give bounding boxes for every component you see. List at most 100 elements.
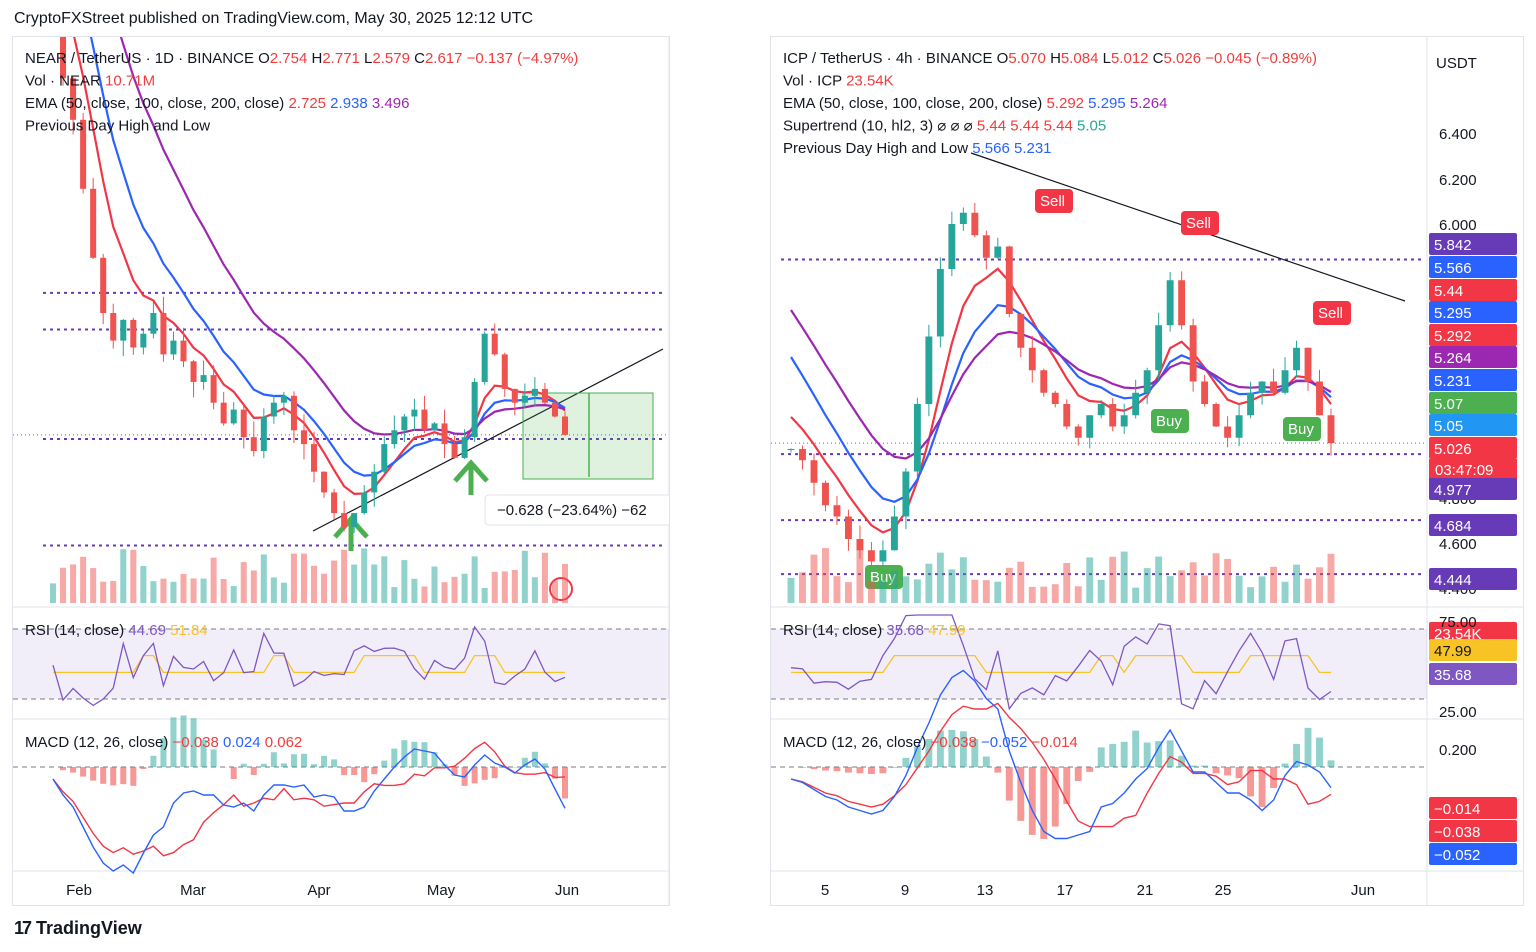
candle [521, 383, 528, 409]
macd-histogram-bar [1224, 767, 1232, 776]
legend-line-0: ICP / TetherUS · 4h · BINANCE O5.070 H5.… [783, 50, 1317, 67]
candle [1201, 374, 1209, 407]
candle [361, 485, 368, 515]
svg-text:23.54K: 23.54K [1434, 626, 1482, 643]
svg-text:5.44: 5.44 [1434, 283, 1463, 300]
macd-histogram-bar [1235, 767, 1243, 779]
svg-text:USDT: USDT [1436, 55, 1477, 72]
time-axis-label: 17 [1057, 882, 1074, 899]
macd-histogram-bar [879, 767, 887, 774]
macd-histogram-bar [1109, 743, 1117, 767]
svg-text:4.444: 4.444 [1434, 572, 1472, 589]
volume-bar [531, 577, 538, 603]
volume-bar [230, 586, 237, 603]
candle [170, 331, 177, 360]
price-tag: 4.684 [1429, 514, 1517, 536]
candle [180, 327, 187, 368]
macd-histogram-bar [1155, 741, 1163, 767]
icp-chart-panel[interactable]: SellSellSellBuyBuyBuy6.4006.2006.0004.80… [770, 36, 1524, 906]
tradingview-logo-icon: 17 [14, 918, 32, 938]
candle [1166, 271, 1174, 332]
volume-bar [551, 580, 558, 603]
volume-bar [280, 582, 287, 603]
publish-header: CryptoFXStreet published on TradingView.… [14, 10, 534, 27]
macd-histogram-bar [110, 767, 117, 786]
measure-label: −0.628 (−23.64%) −62 [484, 494, 669, 526]
rsi-tick-label: 25.00 [1439, 704, 1477, 721]
candle [1132, 379, 1140, 419]
candle [1109, 398, 1117, 432]
volume-bar [1212, 553, 1220, 603]
macd-histogram-bar [1074, 767, 1082, 781]
volume-bar [461, 573, 468, 603]
candle [890, 505, 898, 551]
svg-text:5.842: 5.842 [1434, 237, 1472, 254]
macd-histogram-bar [799, 767, 806, 768]
candle [90, 177, 97, 260]
macd-histogram-bar [1097, 747, 1105, 767]
macd-histogram-bar [1270, 767, 1277, 788]
volume-bar [890, 571, 898, 603]
volume-bar [971, 579, 979, 603]
volume-bar [1316, 567, 1323, 603]
icp-chart-svg[interactable]: SellSellSellBuyBuyBuy6.4006.2006.0004.80… [771, 37, 1523, 905]
rsi-tag: 47.99 [1429, 639, 1517, 661]
volume-bar [361, 548, 368, 603]
candle [1235, 403, 1243, 447]
volume-bar [401, 560, 408, 603]
tradingview-footer[interactable]: 17 TradingView [14, 918, 142, 939]
near-chart-panel[interactable]: −0.628 (−23.64%) −624.5004.0003.0002.000… [12, 36, 670, 906]
price-tag: 5.07 [1429, 392, 1517, 414]
svg-text:−0.052: −0.052 [1434, 847, 1480, 864]
candle [799, 445, 806, 470]
macd-histogram-bar [1189, 765, 1197, 767]
svg-text:Buy: Buy [1156, 413, 1182, 430]
macd-histogram-bar [833, 767, 841, 772]
candle [250, 421, 257, 457]
candle [220, 391, 227, 426]
macd-histogram-bar [948, 729, 956, 767]
ascending-trendline [312, 348, 664, 532]
candle [120, 319, 127, 357]
candle [1155, 312, 1163, 381]
volume-bar [311, 565, 318, 603]
volume-bar [270, 577, 277, 603]
macd-histogram-bar [551, 767, 558, 779]
candle [341, 500, 348, 532]
candle [810, 453, 818, 496]
sell-signal-label: Sell [1181, 211, 1219, 235]
price-tick-label: 6.400 [1439, 126, 1477, 143]
time-axis-label: Apr [307, 882, 330, 899]
macd-histogram-bar [240, 763, 247, 767]
candle [913, 397, 921, 478]
svg-text:Sell: Sell [1318, 305, 1343, 322]
candle [1017, 313, 1025, 358]
price-tag: 4.444 [1429, 568, 1517, 590]
volume-bar [250, 570, 257, 603]
svg-text:5.292: 5.292 [1434, 328, 1472, 345]
rsi-line [790, 614, 1332, 711]
time-axis-label: 5 [821, 882, 829, 899]
macd-histogram-bar [902, 757, 910, 767]
candle [1212, 402, 1220, 427]
ema-line-ema-50 [790, 267, 1332, 534]
volume-bar [491, 571, 498, 603]
near-chart-svg[interactable]: −0.628 (−23.64%) −624.5004.0003.0002.000… [13, 37, 669, 905]
price-tag: 5.295 [1429, 301, 1517, 323]
volume-bar [1074, 586, 1082, 603]
candle [260, 408, 267, 459]
volume-bar [959, 557, 967, 603]
candle [1086, 415, 1094, 449]
sell-signal-label: Sell [1035, 189, 1073, 213]
volume-bar [1327, 553, 1335, 603]
volume-bar [1155, 556, 1163, 603]
volume-bar [150, 581, 157, 603]
macd-histogram-bar [1316, 737, 1323, 767]
volume-bar [351, 564, 358, 603]
time-axis-label: 25 [1215, 882, 1232, 899]
volume-bar [1143, 568, 1151, 603]
volume-bar [80, 556, 87, 603]
volume-bar [833, 576, 841, 603]
volume-bar [300, 553, 307, 603]
candle [270, 395, 277, 424]
